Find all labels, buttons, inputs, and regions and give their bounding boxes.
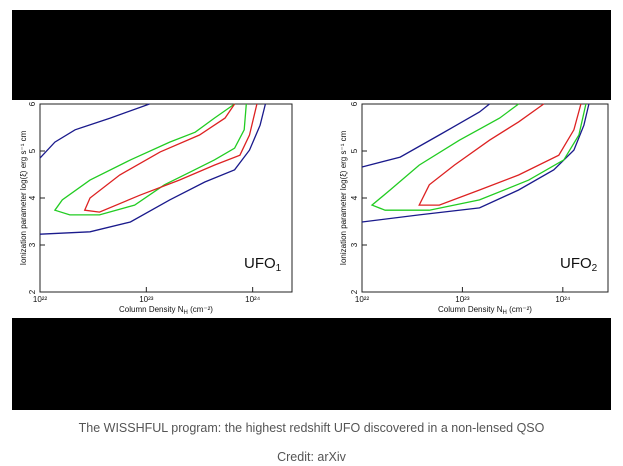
- contour-line: [418, 103, 582, 206]
- panel-label: UFO1: [244, 255, 282, 274]
- y-tick-label: 6: [350, 101, 359, 106]
- x-tick-label: 10²³: [455, 295, 470, 304]
- y-tick-label: 6: [28, 101, 37, 106]
- panel-label-part: 2: [592, 263, 598, 274]
- panel-label-part: UFO: [244, 255, 276, 272]
- x-tick-label: 10²⁴: [555, 295, 571, 304]
- black-band: [12, 10, 611, 100]
- x-axis-label-part: (cm⁻²): [188, 305, 213, 314]
- contour-line: [39, 103, 267, 235]
- caption: The WISSHFUL program: the highest redshi…: [78, 421, 545, 435]
- y-tick-label: 5: [350, 148, 359, 153]
- contour-line: [361, 103, 590, 223]
- credit: Credit: arXiv: [277, 450, 346, 464]
- contour-line: [83, 103, 258, 213]
- y-tick-label: 2: [350, 289, 359, 294]
- x-axis-label-part: H: [184, 310, 188, 316]
- contour-line: [53, 103, 247, 216]
- x-tick-label: 10²²: [355, 295, 370, 304]
- y-tick-label: 4: [28, 195, 37, 200]
- x-axis-label-part: H: [503, 310, 507, 316]
- black-band: [12, 318, 611, 410]
- x-tick-label: 10²⁴: [245, 295, 261, 304]
- x-axis-label: Column Density NH (cm⁻²): [119, 305, 213, 315]
- contour-line: [370, 103, 587, 211]
- y-tick-label: 3: [350, 242, 359, 247]
- panel-label-part: UFO: [560, 255, 592, 272]
- x-axis-label-part: Column Density N: [119, 305, 184, 314]
- y-axis-label: Ionization parameter log(ξ) erg s⁻¹ cm: [339, 130, 348, 265]
- y-tick-label: 5: [28, 148, 37, 153]
- y-axis-label: Ionization parameter log(ξ) erg s⁻¹ cm: [19, 130, 28, 265]
- y-tick-label: 2: [28, 289, 37, 294]
- y-tick-label: 3: [28, 242, 37, 247]
- x-axis-label: Column Density NH (cm⁻²): [438, 305, 532, 315]
- panel-label: UFO2: [560, 255, 598, 274]
- y-tick-label: 4: [350, 195, 359, 200]
- x-tick-label: 10²³: [139, 295, 154, 304]
- x-tick-label: 10²²: [33, 295, 48, 304]
- x-axis-label-part: Column Density N: [438, 305, 503, 314]
- panel-label-part: 1: [276, 263, 282, 274]
- x-axis-label-part: (cm⁻²): [507, 305, 532, 314]
